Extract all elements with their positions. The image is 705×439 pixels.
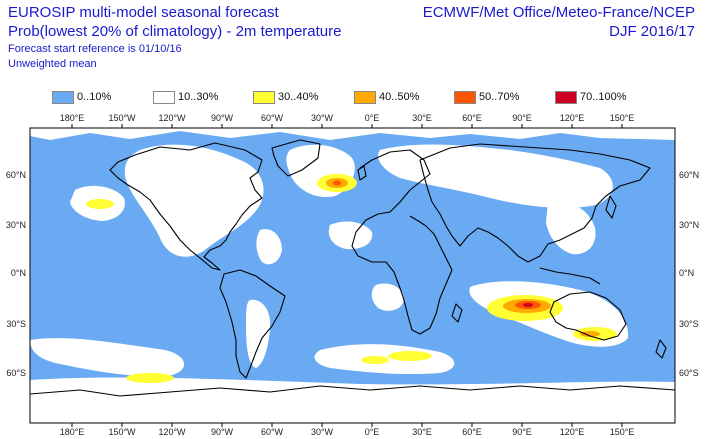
legend-label: 10..30% bbox=[178, 91, 219, 103]
lon-label: 120°W bbox=[158, 427, 186, 437]
lat-label: 60°S bbox=[6, 368, 26, 378]
australia-coastline bbox=[549, 291, 627, 341]
legend-label: 50..70% bbox=[479, 91, 520, 103]
lon-label: 90°E bbox=[512, 427, 532, 437]
probability-70-100-regions bbox=[523, 303, 533, 307]
legend-item: 30..40% bbox=[253, 90, 318, 104]
lon-label: 120°E bbox=[560, 427, 585, 437]
centres-text: ECMWF/Met Office/Meteo-France/NCEP bbox=[422, 4, 695, 21]
lon-label: 180°E bbox=[60, 113, 85, 123]
asia-coastline bbox=[419, 143, 651, 263]
map-frame bbox=[29, 127, 676, 424]
lon-tick-marks bbox=[71, 124, 623, 427]
lon-label: 30°W bbox=[311, 427, 334, 437]
legend-item: 50..70% bbox=[454, 90, 519, 104]
map-title: EUROSIP multi-model seasonal forecast bbox=[8, 4, 279, 21]
lon-label: 180°E bbox=[60, 427, 85, 437]
lon-label: 60°E bbox=[462, 427, 482, 437]
lon-label: 30°E bbox=[412, 113, 432, 123]
lon-label: 60°W bbox=[261, 113, 284, 123]
forecast-start-text: Forecast start reference is 01/10/16 bbox=[8, 43, 182, 55]
legend-label: 0..10% bbox=[77, 91, 112, 103]
legend-item: 40..50% bbox=[354, 90, 419, 104]
legend-swatch bbox=[454, 90, 476, 104]
legend-swatch bbox=[253, 90, 275, 104]
lat-label: 30°S bbox=[679, 319, 699, 329]
legend-label: 40..50% bbox=[379, 91, 420, 103]
lat-label: 30°N bbox=[6, 220, 26, 230]
north-america-coastline bbox=[109, 142, 263, 271]
legend-item: 10..30% bbox=[153, 90, 218, 104]
lat-labels-left: 60°N 30°N 0°N 30°S 60°S bbox=[6, 170, 26, 378]
greenland-coastline bbox=[271, 139, 321, 177]
lat-label: 60°N bbox=[679, 170, 699, 180]
indonesia-coastline bbox=[539, 267, 601, 285]
legend-label: 70..100% bbox=[580, 91, 627, 103]
lon-label: 30°E bbox=[412, 427, 432, 437]
legend-swatch bbox=[52, 90, 74, 104]
lon-label: 150°E bbox=[610, 427, 635, 437]
legend-swatch bbox=[354, 90, 376, 104]
lon-label: 60°W bbox=[261, 427, 284, 437]
coastlines bbox=[30, 139, 675, 397]
lon-labels-bottom: 180°E 150°W 120°W 90°W 60°W 30°W 0°E 30°… bbox=[60, 427, 635, 437]
lon-label: 60°E bbox=[462, 113, 482, 123]
lat-label: 0°N bbox=[11, 268, 26, 278]
lat-label: 60°N bbox=[6, 170, 26, 180]
lon-labels-top: 180°E 150°W 120°W 90°W 60°W 30°W 0°E 30°… bbox=[60, 113, 635, 123]
legend-label: 30..40% bbox=[278, 91, 319, 103]
new-zealand-coastline bbox=[655, 339, 667, 359]
lat-label: 60°S bbox=[679, 368, 699, 378]
japan-coastline bbox=[605, 195, 617, 219]
antarctica-coastline bbox=[30, 385, 675, 397]
legend-item: 0..10% bbox=[52, 90, 111, 104]
lon-label: 90°W bbox=[211, 113, 234, 123]
south-america-coastline bbox=[219, 269, 286, 379]
lon-label: 150°W bbox=[108, 113, 136, 123]
lon-label: 150°W bbox=[108, 427, 136, 437]
lat-label: 30°S bbox=[6, 319, 26, 329]
lon-label: 0°E bbox=[365, 427, 380, 437]
lon-label: 90°W bbox=[211, 427, 234, 437]
lat-label: 0°N bbox=[679, 268, 694, 278]
legend-swatch bbox=[555, 90, 577, 104]
season-text: DJF 2016/17 bbox=[609, 23, 695, 40]
uk-coastline bbox=[357, 165, 367, 181]
legend-item: 70..100% bbox=[555, 90, 626, 104]
weighting-text: Unweighted mean bbox=[8, 58, 97, 70]
legend: 0..10% 10..30% 30..40% 40..50% 50..70% 7… bbox=[0, 90, 705, 104]
lat-label: 30°N bbox=[679, 220, 699, 230]
lon-label: 150°E bbox=[610, 113, 635, 123]
legend-swatch bbox=[153, 90, 175, 104]
lon-label: 90°E bbox=[512, 113, 532, 123]
lon-label: 120°E bbox=[560, 113, 585, 123]
map-subtitle: Prob(lowest 20% of climatology) - 2m tem… bbox=[8, 23, 342, 40]
lon-label: 0°E bbox=[365, 113, 380, 123]
lon-label: 30°W bbox=[311, 113, 334, 123]
lon-label: 120°W bbox=[158, 113, 186, 123]
lat-labels-right: 60°N 30°N 0°N 30°S 60°S bbox=[679, 170, 699, 378]
madagascar-coastline bbox=[451, 303, 463, 323]
